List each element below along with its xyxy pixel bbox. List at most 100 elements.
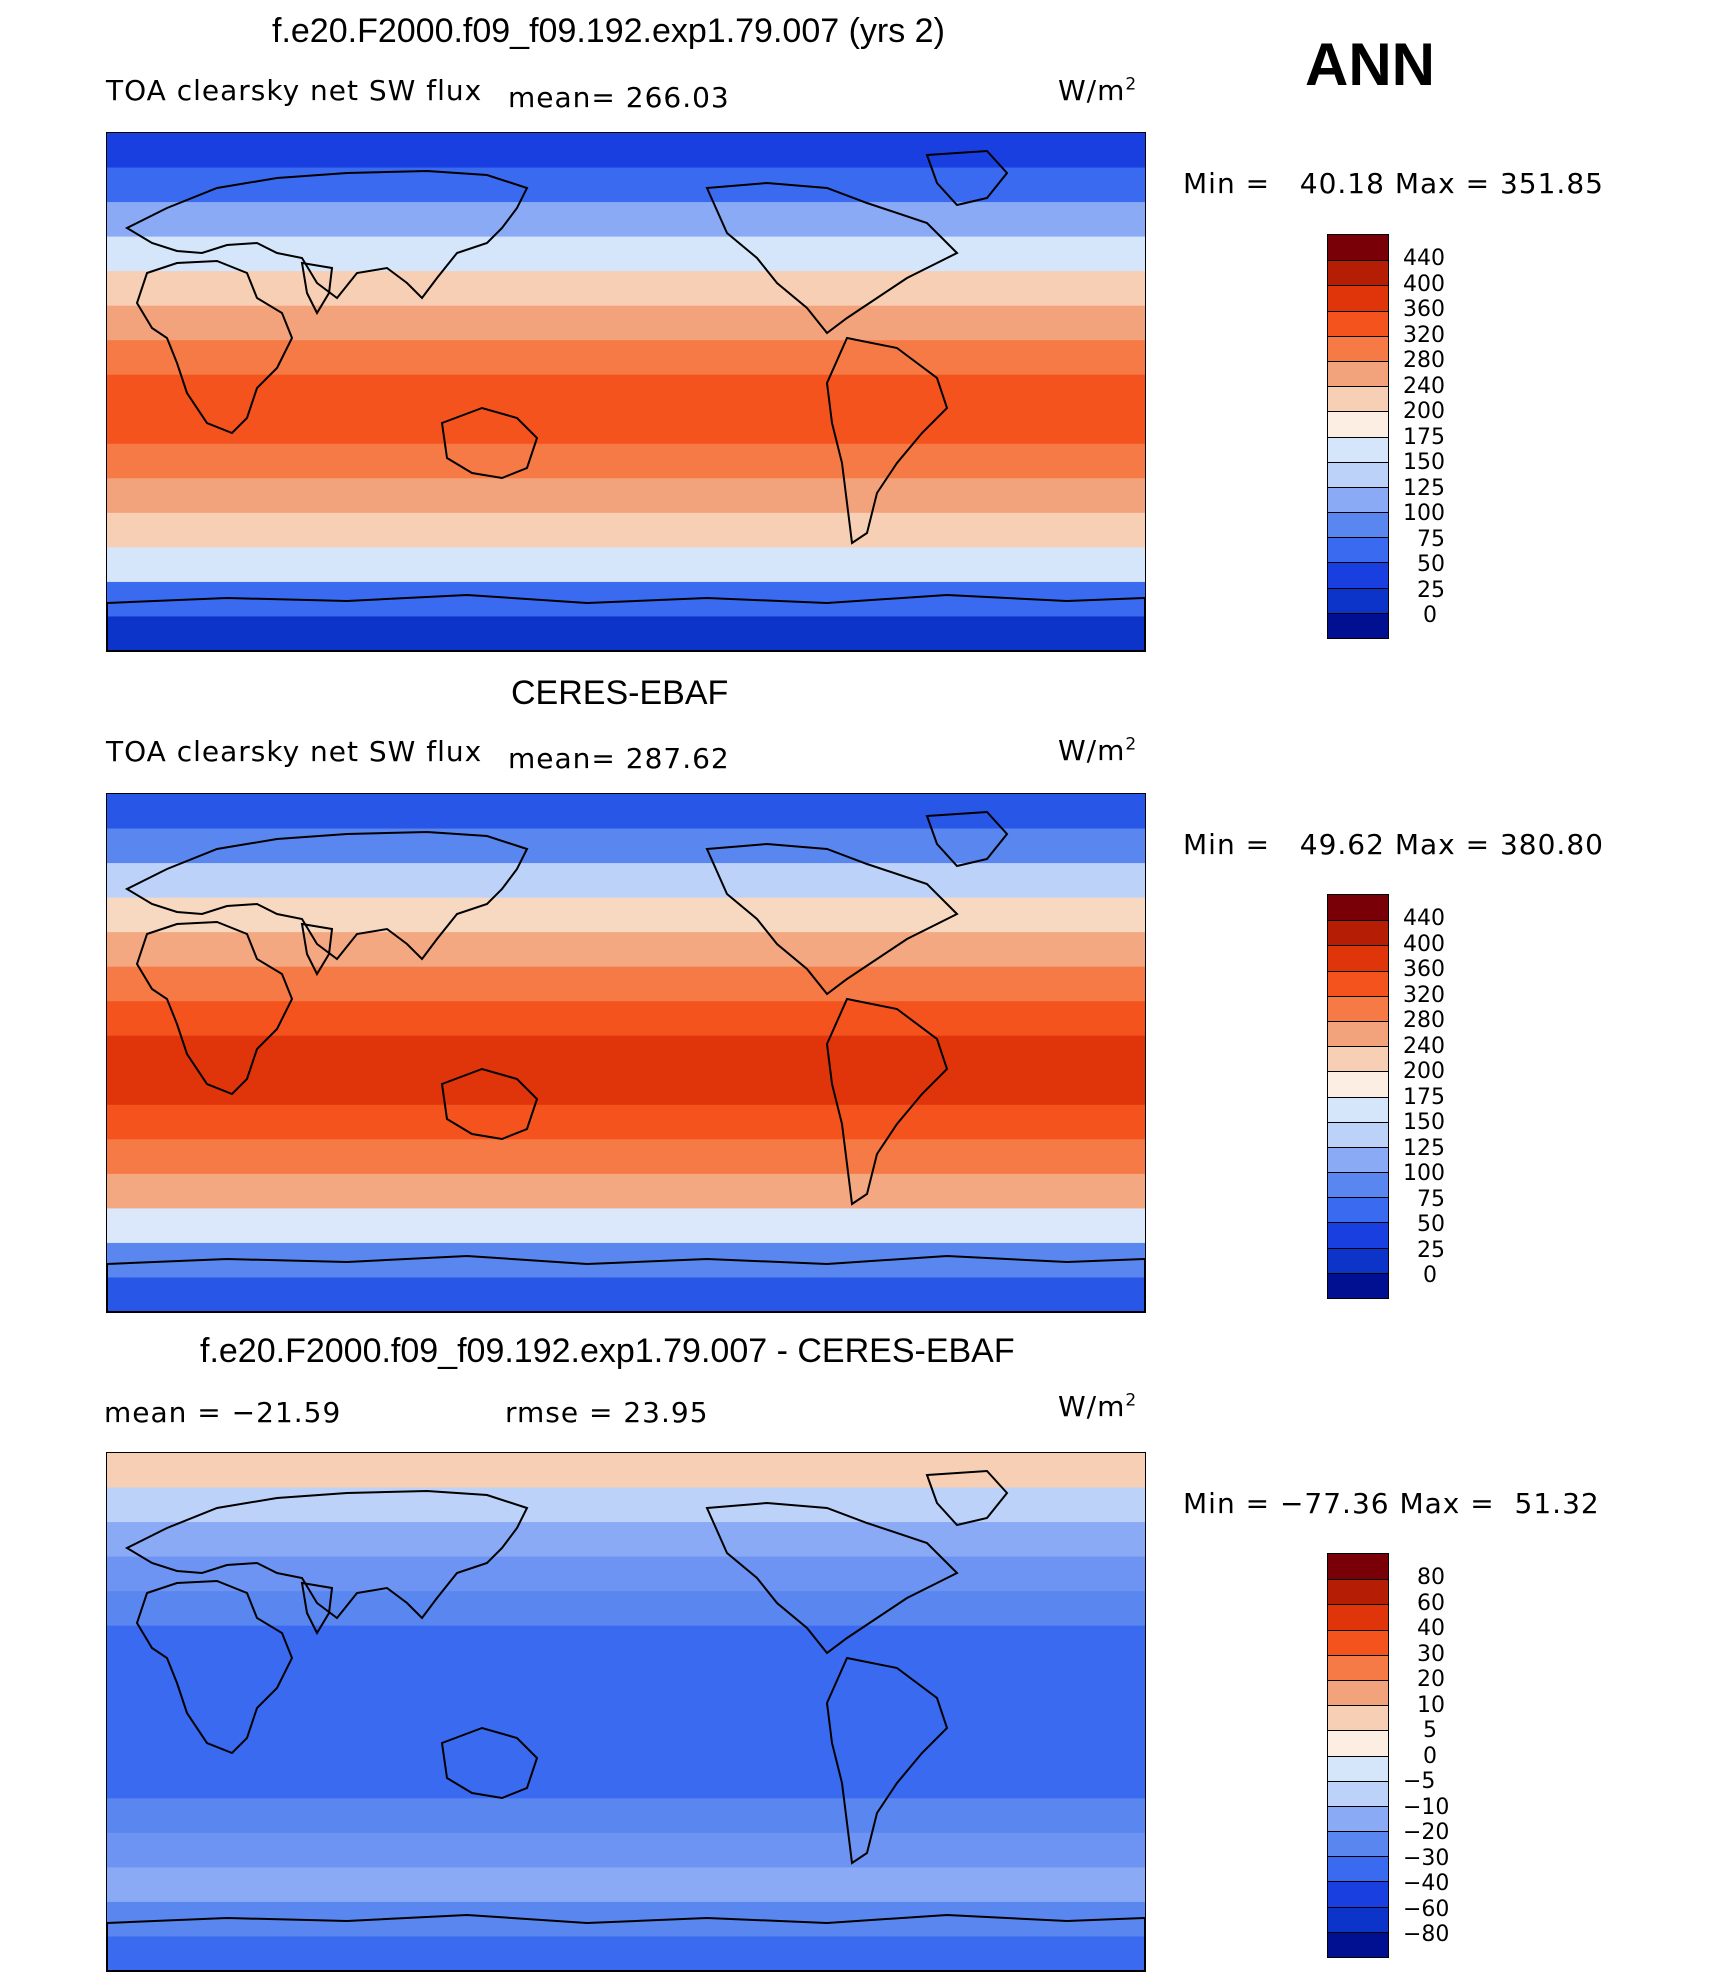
- colorbar-tick-label: 360: [1403, 957, 1445, 982]
- colorbar-cell: [1328, 1020, 1388, 1047]
- latitude-band: [107, 1625, 1145, 1662]
- colorbar-cell: [1328, 1071, 1388, 1097]
- coastline: [440, 1067, 539, 1141]
- latitude-band: [107, 1139, 1145, 1175]
- latitude-band: [107, 1173, 1145, 1210]
- colorbar-cell: [1328, 587, 1388, 613]
- colorbar-cell: [1328, 1931, 1388, 1957]
- colorbar-cell: [1328, 895, 1388, 921]
- mean-stat: mean= 287.62: [508, 742, 730, 775]
- colorbar-tick-label: 30: [1417, 1641, 1445, 1667]
- colorbar-tick-label: 440: [1403, 246, 1445, 271]
- colorbar-tick-label: 240: [1403, 373, 1445, 399]
- units-label: W/m2: [1058, 1390, 1138, 1423]
- colorbar-cell: [1328, 310, 1388, 336]
- latitude-band: [107, 1208, 1145, 1244]
- colorbar-cell: [1328, 1247, 1388, 1273]
- latitude-band: [107, 932, 1145, 968]
- colorbar-cell: [1328, 436, 1388, 462]
- latitude-band: [107, 271, 1145, 307]
- latitude-band: [107, 1694, 1145, 1731]
- colorbar-cell: [1328, 335, 1388, 361]
- colorbar-tick-label: 360: [1403, 297, 1445, 322]
- coastline: [925, 149, 1009, 207]
- colorbar-cell: [1328, 1906, 1388, 1932]
- latitude-band: [107, 616, 1145, 651]
- latitude-band: [107, 305, 1145, 342]
- colorbar-tick-label: 25: [1417, 1237, 1445, 1263]
- latitude-band: [107, 512, 1145, 549]
- variable-label: TOA clearsky net SW flux: [106, 74, 483, 107]
- colorbar-tick-label: 280: [1403, 348, 1445, 373]
- units-label: W/m2: [1058, 74, 1138, 107]
- coastline: [825, 336, 949, 545]
- colorbar-cell: [1328, 260, 1388, 286]
- coastline: [135, 920, 294, 1096]
- colorbar: [1327, 894, 1389, 1299]
- colorbar-tick-label: 175: [1403, 1084, 1445, 1110]
- world-map: [107, 794, 1145, 1312]
- latitude-band: [107, 863, 1145, 899]
- latitude-band: [107, 828, 1145, 865]
- map-panel: [106, 793, 1146, 1313]
- colorbar-cell: [1328, 970, 1388, 996]
- latitude-band: [107, 1729, 1145, 1765]
- colorbar-tick-label: 80: [1417, 1565, 1445, 1590]
- latitude-band: [107, 1035, 1145, 1072]
- colorbar-cell: [1328, 411, 1388, 437]
- latitude-band: [107, 1936, 1145, 1971]
- coastline: [135, 259, 294, 435]
- colorbar-tick-label: −30: [1403, 1845, 1450, 1871]
- colorbar-tick-label: 0: [1423, 1263, 1437, 1288]
- colorbar-cell: [1328, 537, 1388, 563]
- colorbar-tick-label: 175: [1403, 424, 1445, 450]
- colorbar-tick-label: 150: [1403, 450, 1445, 475]
- colorbar-cell: [1328, 1780, 1388, 1806]
- colorbar-cell: [1328, 1579, 1388, 1605]
- coastline: [440, 1726, 539, 1800]
- colorbar-cell: [1328, 562, 1388, 588]
- colorbar-cell: [1328, 995, 1388, 1021]
- colorbar-cell: [1328, 285, 1388, 311]
- colorbar-tick-label: 280: [1403, 1008, 1445, 1033]
- latitude-band: [107, 1763, 1145, 1800]
- colorbar-tick-label: 25: [1417, 577, 1445, 603]
- latitude-band: [107, 1867, 1145, 1903]
- latitude-band: [107, 966, 1145, 1003]
- colorbar-cell: [1328, 612, 1388, 638]
- latitude-band: [107, 1277, 1145, 1312]
- colorbar-cell: [1328, 360, 1388, 387]
- colorbar-cell: [1328, 1831, 1388, 1857]
- coastline: [705, 1501, 959, 1655]
- units-label: W/m2: [1058, 734, 1138, 767]
- colorbar-cell: [1328, 1272, 1388, 1298]
- colorbar-tick-label: 240: [1403, 1033, 1445, 1059]
- colorbar-cell: [1328, 1629, 1388, 1655]
- colorbar-cell: [1328, 945, 1388, 971]
- latitude-band: [107, 1070, 1145, 1106]
- colorbar-tick-label: −60: [1403, 1896, 1450, 1922]
- colorbar-tick-label: 125: [1403, 1135, 1445, 1161]
- colorbar-tick-label: 150: [1403, 1110, 1445, 1135]
- colorbar-cell: [1328, 1222, 1388, 1248]
- colorbar-cell: [1328, 1805, 1388, 1832]
- colorbar: [1327, 234, 1389, 639]
- coastline: [925, 1469, 1009, 1527]
- colorbar-cell: [1328, 1856, 1388, 1882]
- latitude-band: [107, 547, 1145, 583]
- coastline: [925, 810, 1009, 868]
- colorbar-tick-label: 320: [1403, 322, 1445, 348]
- colorbar-tick-label: 0: [1423, 1743, 1437, 1769]
- latitude-band: [107, 1522, 1145, 1558]
- colorbar-tick-label: 75: [1417, 526, 1445, 552]
- panel-title: f.e20.F2000.f09_f09.192.exp1.79.007 - CE…: [200, 1332, 1015, 1370]
- min-max-readout: Min = 40.18 Max = 351.85: [1183, 167, 1604, 200]
- map-panel: [106, 1452, 1146, 1972]
- colorbar-tick-label: 40: [1417, 1616, 1445, 1641]
- mean-stat: mean= 266.03: [508, 81, 730, 114]
- map-panel: [106, 132, 1146, 652]
- latitude-band: [107, 409, 1145, 445]
- latitude-band: [107, 1487, 1145, 1524]
- colorbar-tick-label: 400: [1403, 271, 1445, 297]
- colorbar-tick-label: 60: [1417, 1590, 1445, 1616]
